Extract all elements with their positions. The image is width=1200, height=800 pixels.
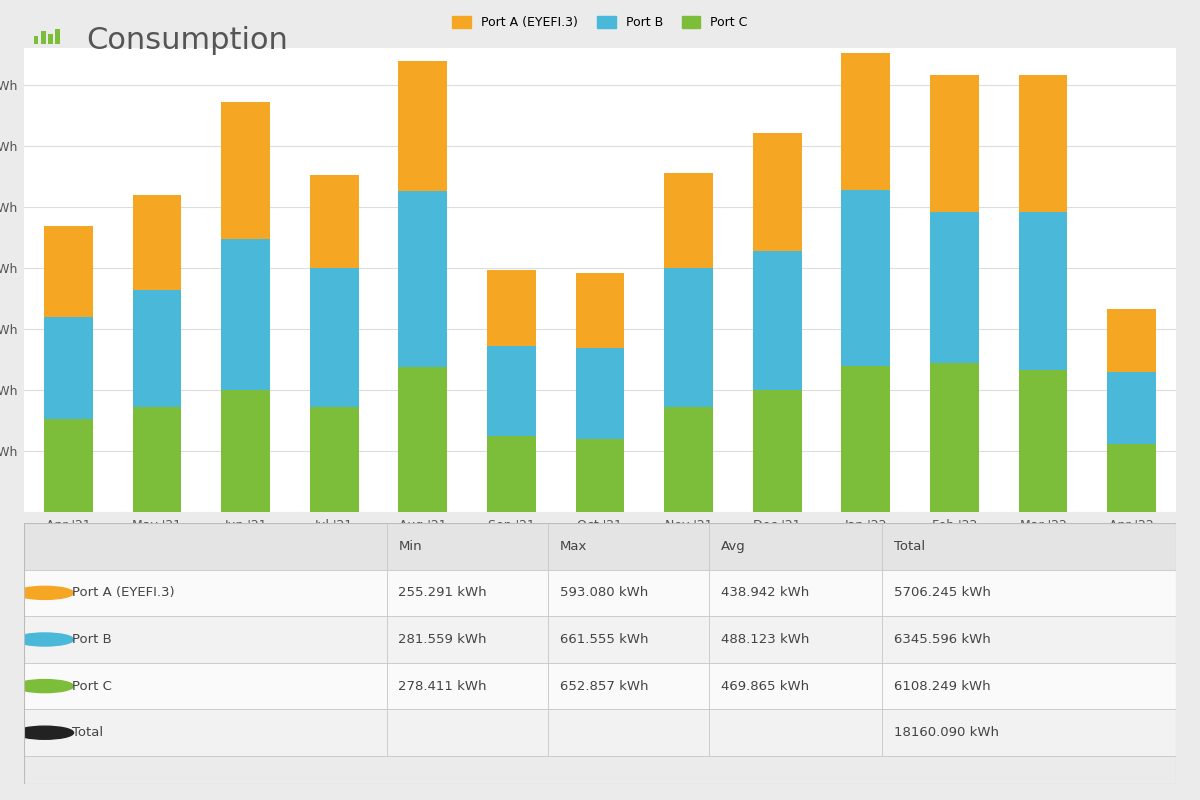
- Circle shape: [16, 586, 73, 599]
- Bar: [44, 226, 92, 317]
- Circle shape: [16, 633, 73, 646]
- Bar: [487, 270, 535, 346]
- Bar: [221, 238, 270, 390]
- Bar: [398, 62, 448, 191]
- Text: 278.411 kWh: 278.411 kWh: [398, 680, 487, 693]
- Bar: [930, 75, 979, 212]
- FancyBboxPatch shape: [24, 710, 1176, 756]
- Text: Min: Min: [398, 540, 422, 553]
- Bar: [398, 366, 448, 512]
- Bar: [221, 102, 270, 238]
- Text: Port C: Port C: [72, 680, 113, 693]
- FancyBboxPatch shape: [24, 616, 1176, 663]
- Text: 281.559 kWh: 281.559 kWh: [398, 633, 487, 646]
- Text: Consumption: Consumption: [86, 26, 288, 54]
- Text: 469.865 kWh: 469.865 kWh: [721, 680, 809, 693]
- FancyBboxPatch shape: [24, 663, 1176, 710]
- Bar: [841, 190, 890, 366]
- Text: 255.291 kWh: 255.291 kWh: [398, 586, 487, 599]
- Text: 438.942 kWh: 438.942 kWh: [721, 586, 809, 599]
- Bar: [1019, 75, 1068, 212]
- Bar: [1019, 370, 1068, 512]
- Bar: [398, 191, 448, 366]
- Text: Max: Max: [559, 540, 587, 553]
- Text: 6345.596 kWh: 6345.596 kWh: [894, 633, 990, 646]
- Bar: [576, 273, 624, 349]
- Bar: [132, 407, 181, 512]
- Text: Port A (EYEFI.3): Port A (EYEFI.3): [72, 586, 175, 599]
- Text: 652.857 kWh: 652.857 kWh: [559, 680, 648, 693]
- Bar: [930, 212, 979, 363]
- Circle shape: [16, 726, 73, 739]
- Bar: [665, 407, 713, 512]
- Text: 5706.245 kWh: 5706.245 kWh: [894, 586, 991, 599]
- Bar: [841, 53, 890, 190]
- Bar: [132, 290, 181, 407]
- FancyBboxPatch shape: [24, 570, 1176, 616]
- Bar: [221, 390, 270, 512]
- Bar: [841, 366, 890, 512]
- Bar: [1108, 444, 1156, 512]
- Legend: Port A (EYEFI.3), Port B, Port C: Port A (EYEFI.3), Port B, Port C: [449, 13, 751, 33]
- Bar: [487, 436, 535, 512]
- Bar: [132, 194, 181, 290]
- Bar: [752, 134, 802, 250]
- Bar: [44, 419, 92, 512]
- Bar: [44, 317, 92, 419]
- Bar: [1108, 372, 1156, 444]
- FancyBboxPatch shape: [24, 523, 1176, 570]
- Bar: [665, 173, 713, 268]
- Bar: [487, 346, 535, 436]
- Bar: [576, 349, 624, 439]
- Bar: [1019, 212, 1068, 370]
- Bar: [310, 175, 359, 268]
- Bar: [752, 390, 802, 512]
- Text: Port B: Port B: [72, 633, 112, 646]
- Text: 661.555 kWh: 661.555 kWh: [559, 633, 648, 646]
- Text: 593.080 kWh: 593.080 kWh: [559, 586, 648, 599]
- Text: Total: Total: [72, 726, 103, 739]
- Bar: [665, 268, 713, 407]
- Bar: [310, 268, 359, 407]
- Text: 488.123 kWh: 488.123 kWh: [721, 633, 809, 646]
- Text: Avg: Avg: [721, 540, 745, 553]
- Bar: [752, 250, 802, 390]
- Bar: [576, 439, 624, 512]
- Circle shape: [16, 679, 73, 693]
- Text: 6108.249 kWh: 6108.249 kWh: [894, 680, 990, 693]
- Text: Total: Total: [894, 540, 925, 553]
- Bar: [930, 363, 979, 512]
- Bar: [310, 407, 359, 512]
- Bar: [1108, 310, 1156, 372]
- Text: 18160.090 kWh: 18160.090 kWh: [894, 726, 998, 739]
